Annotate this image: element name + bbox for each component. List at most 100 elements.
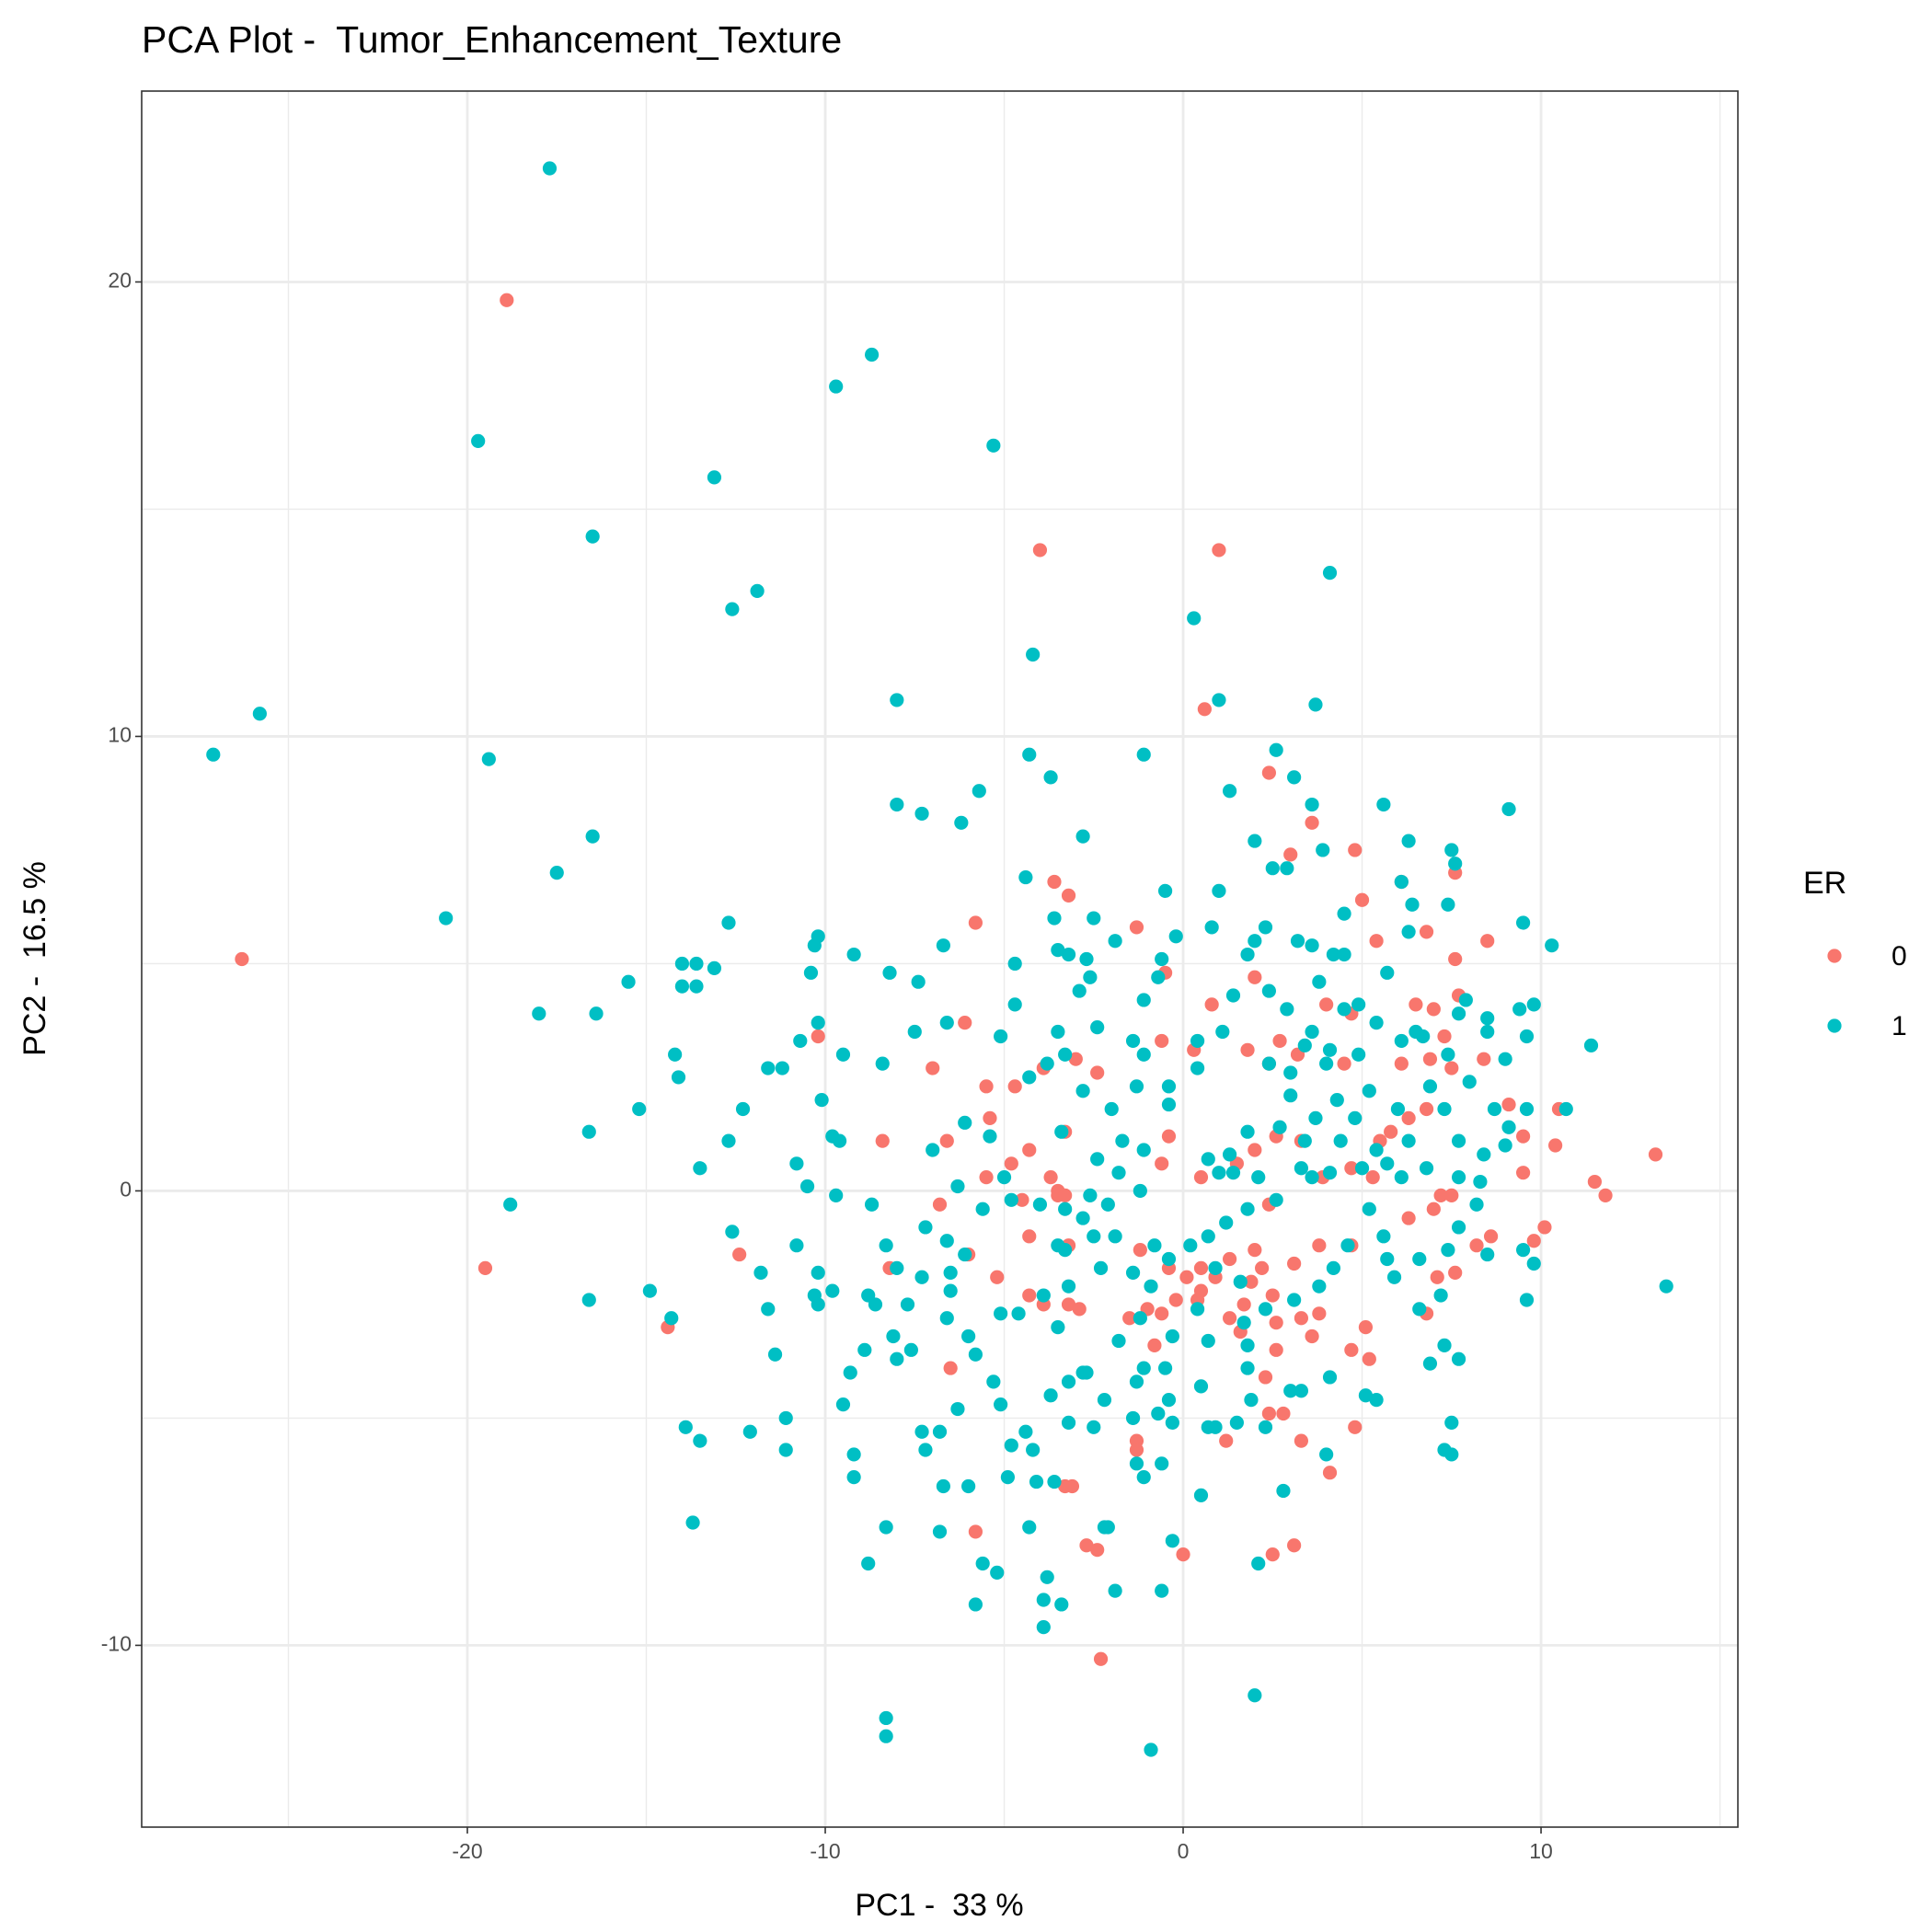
point — [1223, 1251, 1237, 1267]
point — [1305, 938, 1319, 953]
point — [1416, 1029, 1431, 1044]
point — [1190, 1302, 1205, 1317]
point — [900, 1297, 915, 1312]
point — [707, 960, 722, 975]
point — [1208, 1260, 1223, 1276]
point — [1157, 1361, 1173, 1375]
point — [972, 784, 986, 799]
point — [1125, 1033, 1141, 1049]
point — [1426, 1202, 1441, 1216]
point — [1444, 1447, 1459, 1462]
point — [1223, 1147, 1237, 1162]
point — [990, 1565, 1005, 1580]
point — [975, 1556, 990, 1571]
point — [1326, 1260, 1341, 1276]
point — [1480, 1011, 1495, 1026]
point — [1129, 1456, 1144, 1471]
point — [939, 1133, 954, 1148]
point — [914, 1424, 929, 1439]
point — [1183, 1238, 1198, 1253]
point — [879, 1710, 893, 1726]
point — [1022, 1288, 1037, 1303]
point — [674, 979, 690, 994]
point — [585, 529, 600, 544]
point — [1040, 1056, 1054, 1071]
point — [632, 1101, 647, 1117]
point — [936, 938, 950, 953]
point — [503, 1197, 518, 1212]
point — [958, 1016, 972, 1030]
point — [990, 1270, 1005, 1284]
point — [1441, 897, 1455, 912]
point — [1297, 1038, 1312, 1052]
point — [882, 965, 897, 980]
point — [1441, 1243, 1455, 1258]
point — [939, 1016, 954, 1030]
point — [1115, 1133, 1130, 1148]
point — [1165, 1534, 1179, 1548]
point — [1329, 1093, 1344, 1108]
point — [1087, 911, 1101, 926]
point — [1441, 1047, 1455, 1062]
point — [861, 1288, 876, 1303]
point — [1022, 747, 1037, 762]
point — [1280, 861, 1294, 876]
point — [1161, 1079, 1177, 1094]
point — [1501, 1097, 1516, 1112]
point — [1165, 1415, 1179, 1430]
point — [1348, 843, 1363, 857]
point — [811, 1029, 825, 1044]
point — [789, 1238, 804, 1253]
point — [1337, 947, 1351, 962]
point — [1029, 1474, 1044, 1489]
point — [1444, 1061, 1459, 1075]
point — [1047, 1474, 1062, 1489]
point — [961, 1328, 976, 1344]
point — [1337, 906, 1351, 921]
point — [1079, 1365, 1094, 1380]
point — [1308, 1110, 1323, 1125]
point — [1061, 888, 1076, 903]
point — [1061, 1415, 1076, 1430]
point — [1430, 1270, 1444, 1284]
point — [1312, 974, 1327, 989]
point — [1265, 861, 1280, 876]
point — [864, 1197, 880, 1212]
point — [846, 947, 861, 962]
point — [1015, 1192, 1029, 1207]
point — [1448, 951, 1463, 967]
point — [994, 1306, 1008, 1321]
y-tick-label: 0 — [120, 1178, 132, 1202]
point — [1515, 1166, 1531, 1180]
point — [1515, 915, 1531, 930]
point — [1515, 1243, 1531, 1258]
point — [1312, 1238, 1327, 1253]
point — [689, 956, 704, 972]
point — [1190, 1061, 1205, 1075]
point — [1144, 1742, 1158, 1757]
point — [986, 438, 1001, 453]
point — [1448, 1265, 1463, 1280]
point — [1061, 1374, 1076, 1389]
point — [1319, 1447, 1334, 1462]
point — [674, 956, 690, 972]
point — [1358, 1388, 1374, 1403]
x-axis-title: PC1 - 33 % — [855, 1888, 1023, 1923]
point — [1394, 1170, 1409, 1185]
point — [477, 1260, 493, 1276]
point — [1147, 1338, 1162, 1352]
point — [1223, 784, 1237, 799]
point — [811, 1265, 825, 1280]
x-tick-label: -20 — [452, 1839, 482, 1863]
point — [879, 1520, 893, 1535]
point — [983, 1129, 997, 1144]
point — [943, 1283, 958, 1298]
point — [721, 1133, 736, 1148]
point — [1258, 1370, 1273, 1385]
point — [1261, 1056, 1276, 1071]
point — [1022, 1070, 1037, 1085]
point — [983, 1110, 997, 1125]
point — [1401, 925, 1416, 939]
point — [890, 693, 904, 707]
point — [1537, 1220, 1552, 1235]
